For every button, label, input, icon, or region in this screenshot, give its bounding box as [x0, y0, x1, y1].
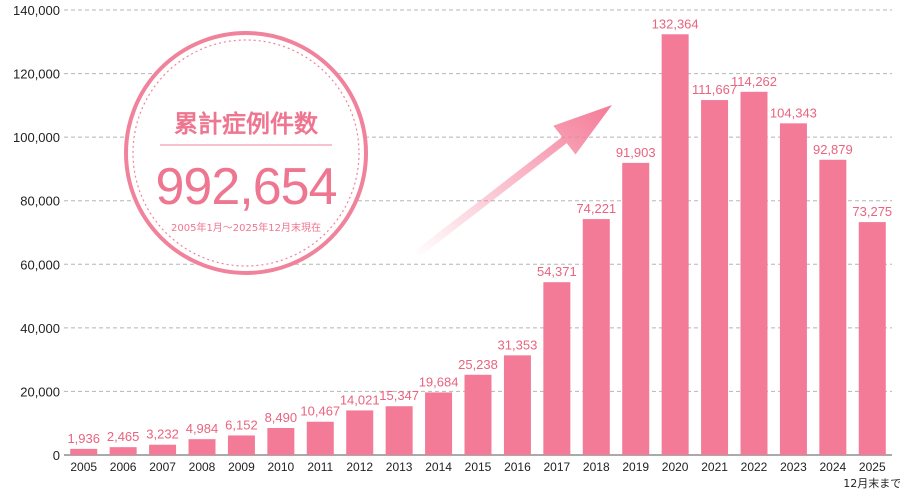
- bar-value-label: 132,364: [652, 16, 699, 31]
- bar-value-label: 73,275: [852, 204, 892, 219]
- bar: [70, 448, 98, 455]
- x-tick-label: 2017: [544, 460, 571, 474]
- bar-value-label: 91,903: [616, 145, 656, 160]
- x-tick-label: 2005: [70, 460, 97, 474]
- bar-value-label: 114,262: [731, 74, 777, 89]
- bar: [306, 421, 334, 455]
- x-tick-label: 2022: [741, 460, 768, 474]
- last-year-note: 12月末まで: [843, 476, 900, 490]
- x-axis: 2005 2006 2007 2008 2009 2010 2011 2012 2013 2014…: [70, 460, 900, 490]
- bar: [188, 439, 216, 455]
- bar: [227, 435, 255, 455]
- bar-value-label: 74,221: [576, 201, 616, 216]
- x-tick-label: 2014: [425, 460, 452, 474]
- bar: [858, 222, 886, 455]
- bar: [149, 444, 177, 455]
- x-tick-label: 2024: [820, 460, 847, 474]
- trend-arrow: [414, 105, 612, 258]
- bar: [346, 410, 374, 455]
- x-tick-label: 2023: [780, 460, 807, 474]
- bar-value-label: 54,371: [537, 264, 577, 279]
- bar-value-label: 10,467: [300, 404, 340, 419]
- bar-value-label: 14,021: [340, 392, 380, 407]
- y-tick-label: 120,000: [13, 67, 60, 82]
- bar-value-label: 1,936: [67, 431, 100, 446]
- x-tick-label: 2020: [662, 460, 689, 474]
- bar-value-label: 4,984: [186, 421, 219, 436]
- bar: [425, 392, 453, 455]
- x-tick-label: 2016: [504, 460, 531, 474]
- x-tick-label: 2011: [307, 460, 333, 474]
- x-tick-label: 2006: [110, 460, 137, 474]
- bar-value-label: 15,347: [379, 388, 419, 403]
- x-tick-label: 2007: [149, 460, 176, 474]
- badge-title: 累計症例件数: [174, 110, 319, 138]
- x-tick-label: 2012: [346, 460, 373, 474]
- x-tick-label: 2025: [859, 460, 886, 474]
- bar-value-label: 31,353: [498, 337, 538, 352]
- bar-value-label: 6,152: [225, 417, 258, 432]
- badge-inner-ring: [132, 39, 360, 267]
- bar-value-label: 25,238: [458, 357, 498, 372]
- bar-value-label: 104,343: [770, 105, 817, 120]
- x-tick-label: 2013: [386, 460, 413, 474]
- bar: [622, 162, 650, 455]
- y-tick-label: 20,000: [20, 384, 60, 399]
- bar-value-label: 3,232: [146, 427, 179, 442]
- x-tick-label: 2018: [583, 460, 610, 474]
- y-tick-label: 80,000: [20, 194, 60, 209]
- x-tick-label: 2019: [622, 460, 649, 474]
- bar: [267, 428, 295, 455]
- bar: [582, 219, 610, 455]
- bar: [740, 91, 768, 456]
- bar: [701, 100, 729, 455]
- bar: [109, 447, 137, 455]
- y-tick-label: 60,000: [20, 257, 60, 272]
- bar: [464, 374, 492, 455]
- x-tick-label: 2015: [465, 460, 492, 474]
- y-tick-label: 0: [53, 448, 60, 463]
- y-tick-label: 40,000: [20, 321, 60, 336]
- bar-value-label: 111,667: [692, 82, 737, 97]
- trend-arrow-icon: [414, 105, 612, 258]
- bar: [661, 34, 689, 455]
- badge-outer-ring: [124, 31, 368, 275]
- bar: [543, 282, 571, 455]
- badge-total-value: 992,654: [156, 158, 337, 216]
- x-tick-label: 2010: [268, 460, 295, 474]
- bar: [385, 406, 413, 455]
- y-axis: 0 20,000 40,000 60,000 80,000 100,000 120,000 1…: [13, 3, 60, 463]
- y-tick-label: 140,000: [13, 3, 60, 18]
- badge-period: 2005年1月～2025年12月末現在: [171, 221, 321, 234]
- total-cases-badge: 累計症例件数 992,654 2005年1月～2025年12月末現在: [124, 31, 368, 275]
- bar-value-label: 2,465: [107, 429, 140, 444]
- bars: 1,936 2,465 3,232 4,984 6,152 8,490 10,46714,0…: [67, 16, 892, 456]
- bar-value-label: 92,879: [813, 142, 853, 157]
- y-tick-label: 100,000: [13, 130, 60, 145]
- x-tick-label: 2021: [701, 460, 728, 474]
- bar: [503, 355, 531, 455]
- bar: [819, 159, 847, 455]
- x-tick-label: 2008: [189, 460, 216, 474]
- bar-value-label: 19,684: [419, 374, 459, 389]
- bar: [779, 123, 807, 455]
- bar-value-label: 8,490: [265, 410, 298, 425]
- x-tick-label: 2009: [228, 460, 255, 474]
